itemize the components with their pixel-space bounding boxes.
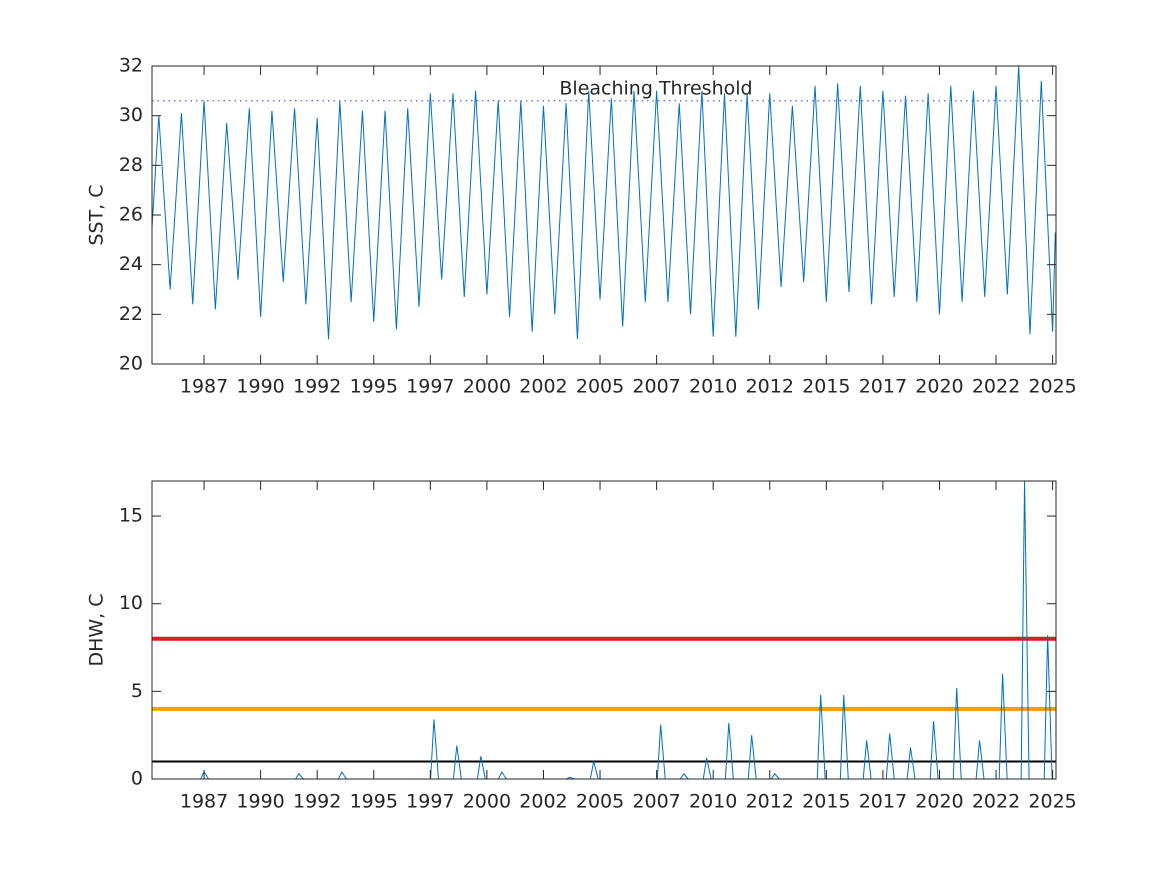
x-tick-label: 1990 bbox=[236, 791, 284, 813]
y-axis-label: DHW, C bbox=[86, 593, 108, 666]
y-tick-label: 28 bbox=[119, 154, 143, 176]
x-tick-label: 2022 bbox=[972, 791, 1020, 813]
y-tick-label: 20 bbox=[119, 353, 143, 375]
y-tick-label: 24 bbox=[119, 253, 143, 275]
x-tick-label: 2012 bbox=[746, 791, 794, 813]
x-tick-label: 2015 bbox=[802, 376, 850, 398]
x-tick-label: 1997 bbox=[406, 791, 454, 813]
x-tick-label: 2010 bbox=[689, 791, 737, 813]
x-tick-label: 2012 bbox=[746, 376, 794, 398]
x-tick-label: 1995 bbox=[350, 376, 398, 398]
x-tick-label: 2015 bbox=[802, 791, 850, 813]
x-tick-label: 2025 bbox=[1028, 376, 1076, 398]
axes-box bbox=[151, 480, 1057, 780]
plot-area bbox=[152, 481, 1056, 779]
plot-area bbox=[152, 66, 1056, 364]
x-tick-label: 1987 bbox=[180, 791, 228, 813]
x-tick-label: 2022 bbox=[972, 376, 1020, 398]
x-tick-label: 2017 bbox=[859, 791, 907, 813]
y-axis-label: SST, C bbox=[86, 184, 108, 245]
x-tick-label: 1995 bbox=[350, 791, 398, 813]
x-tick-label: 2007 bbox=[632, 791, 680, 813]
x-tick-label: 2005 bbox=[576, 376, 624, 398]
y-tick-label: 15 bbox=[119, 505, 143, 527]
x-tick-label: 1990 bbox=[236, 376, 284, 398]
x-tick-label: 1987 bbox=[180, 376, 228, 398]
x-tick-label: 2025 bbox=[1028, 791, 1076, 813]
x-tick-label: 1992 bbox=[293, 376, 341, 398]
x-tick-label: 2002 bbox=[519, 791, 567, 813]
x-tick-label: 1997 bbox=[406, 376, 454, 398]
x-tick-label: 1992 bbox=[293, 791, 341, 813]
x-tick-label: 2000 bbox=[463, 791, 511, 813]
x-tick-label: 2000 bbox=[463, 376, 511, 398]
y-tick-label: 26 bbox=[119, 204, 143, 226]
y-tick-label: 32 bbox=[119, 55, 143, 77]
y-tick-label: 5 bbox=[131, 680, 143, 702]
x-tick-label: 2007 bbox=[632, 376, 680, 398]
x-tick-label: 2010 bbox=[689, 376, 737, 398]
threshold-label: Bleaching Threshold bbox=[559, 77, 752, 99]
x-tick-label: 2005 bbox=[576, 791, 624, 813]
x-tick-label: 2020 bbox=[915, 791, 963, 813]
y-tick-label: 22 bbox=[119, 303, 143, 325]
y-tick-label: 0 bbox=[131, 768, 143, 790]
data-line bbox=[151, 65, 1056, 340]
y-tick-label: 30 bbox=[119, 104, 143, 126]
x-tick-label: 2017 bbox=[859, 376, 907, 398]
x-tick-label: 2020 bbox=[915, 376, 963, 398]
x-tick-label: 2002 bbox=[519, 376, 567, 398]
y-tick-label: 10 bbox=[119, 592, 143, 614]
